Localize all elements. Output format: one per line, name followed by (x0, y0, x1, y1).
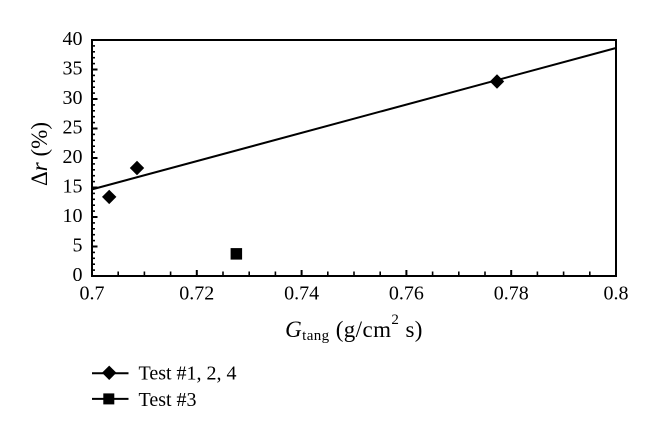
svg-text:25: 25 (63, 117, 83, 139)
svg-text:Gtang (g/cm2 s): Gtang (g/cm2 s) (285, 312, 423, 344)
svg-text:10: 10 (63, 205, 83, 227)
svg-text:40: 40 (63, 28, 83, 50)
svg-text:0: 0 (73, 264, 83, 286)
svg-text:5: 5 (73, 235, 83, 257)
svg-text:0.8: 0.8 (604, 282, 629, 304)
svg-text:15: 15 (63, 176, 83, 198)
svg-text:Test #1, 2, 4: Test #1, 2, 4 (139, 362, 237, 384)
svg-text:0.72: 0.72 (179, 282, 214, 304)
svg-text:35: 35 (63, 58, 83, 80)
svg-text:0.76: 0.76 (389, 282, 424, 304)
svg-text:30: 30 (63, 87, 83, 109)
svg-text:Test #3: Test #3 (139, 389, 197, 411)
svg-text:Δr (%): Δr (%) (27, 122, 52, 186)
svg-text:20: 20 (63, 146, 83, 168)
svg-text:0.7: 0.7 (80, 282, 105, 304)
svg-text:0.78: 0.78 (494, 282, 529, 304)
svg-text:0.74: 0.74 (284, 282, 319, 304)
